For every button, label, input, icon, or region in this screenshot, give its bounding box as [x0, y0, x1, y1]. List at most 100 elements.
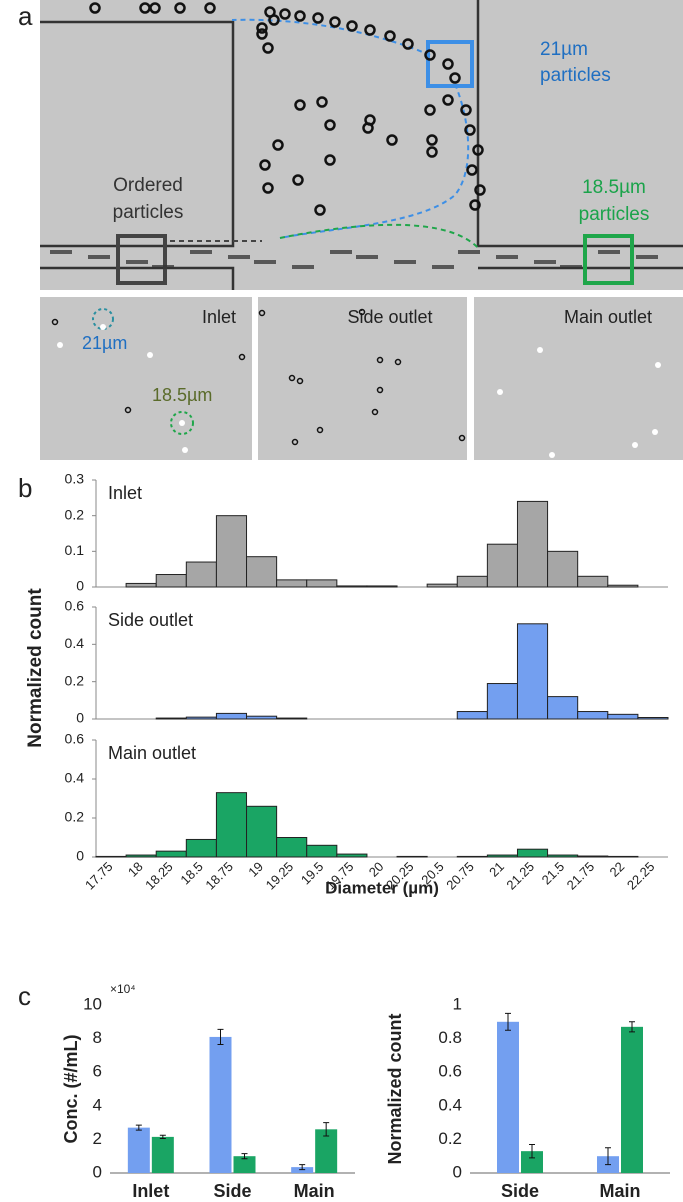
bright-particle — [100, 324, 106, 330]
particle-row — [88, 255, 110, 259]
inset-title: Side outlet — [347, 307, 432, 327]
bar — [127, 1127, 150, 1173]
particle — [258, 309, 266, 317]
particle — [256, 28, 268, 40]
particle — [402, 38, 414, 50]
channel-wall — [40, 0, 683, 290]
particle — [362, 122, 374, 134]
particle — [464, 124, 476, 136]
particle — [256, 22, 268, 34]
chart-title: Main outlet — [108, 743, 196, 763]
y-axis-label: Conc. (#/mL) — [61, 1034, 81, 1143]
chart-title: Inlet — [108, 483, 142, 503]
particle — [324, 154, 336, 166]
bar — [155, 574, 187, 588]
x-tick-label: 21.75 — [564, 859, 598, 893]
bar — [215, 792, 248, 858]
error-bar — [529, 1143, 535, 1159]
bar — [246, 556, 278, 588]
particle — [51, 318, 59, 326]
inset-image — [474, 297, 683, 460]
particle-row — [432, 265, 454, 269]
bar — [486, 543, 518, 588]
particle-row — [126, 260, 148, 264]
bright-particle — [179, 420, 185, 426]
annotation: 21µm — [82, 333, 127, 353]
x-axis-label: Diameter (µm) — [325, 878, 439, 897]
bar — [621, 1026, 643, 1173]
particle — [358, 308, 366, 316]
bar — [516, 500, 549, 588]
x-tick-label: 22 — [607, 859, 628, 880]
error-bar — [217, 1028, 224, 1045]
bar — [306, 579, 338, 588]
x-tick-label: Side — [501, 1181, 539, 1201]
x-tick-label: 18.25 — [142, 859, 176, 893]
label: 18.5µm — [582, 177, 646, 198]
error-bar — [159, 1134, 166, 1140]
x-tick-label: 19 — [245, 859, 266, 880]
arrow — [279, 83, 470, 239]
y-tick-label: 0.2 — [438, 1129, 462, 1148]
particle — [262, 42, 274, 54]
bar — [185, 561, 217, 588]
y-tick-label: 0.4 — [438, 1095, 462, 1114]
y-tick-label: 0.8 — [438, 1028, 462, 1047]
bar — [456, 575, 488, 588]
particle — [291, 438, 299, 446]
micrograph: 21µm particles Ordered particles 18.5µm … — [40, 0, 683, 460]
x-tick-label: 21.25 — [503, 859, 537, 893]
bar — [215, 515, 248, 588]
bar — [276, 837, 308, 858]
particle — [262, 182, 274, 194]
x-tick-label: 21 — [486, 859, 507, 880]
bright-particle — [655, 362, 661, 368]
particle — [346, 20, 358, 32]
box — [583, 234, 634, 285]
bar — [547, 854, 579, 858]
particle — [296, 377, 304, 385]
particle-row — [534, 260, 556, 264]
bar — [276, 579, 308, 588]
particle — [466, 164, 478, 176]
particle-row — [292, 265, 314, 269]
particle-row — [152, 265, 174, 269]
particle-row — [228, 255, 250, 259]
particle — [238, 353, 246, 361]
particle — [259, 159, 271, 171]
bar — [547, 550, 579, 588]
particle-row — [356, 255, 378, 259]
y-tick-label: 0.2 — [65, 506, 85, 522]
y-tick-label: 0.1 — [65, 542, 85, 558]
particle — [268, 14, 280, 26]
bright-particle — [549, 452, 555, 458]
image — [40, 0, 683, 290]
particle — [316, 96, 328, 108]
particle — [279, 8, 291, 20]
x-tick-label: 19.5 — [298, 859, 327, 888]
label: particles — [579, 204, 650, 225]
particle — [424, 104, 436, 116]
particle — [124, 406, 132, 414]
particle — [386, 134, 398, 146]
y-tick-label: 0 — [93, 1162, 102, 1181]
bar — [456, 711, 488, 720]
bar — [336, 853, 368, 858]
y-tick-label: 2 — [93, 1129, 102, 1148]
y-tick-label: 0.2 — [65, 809, 85, 825]
inset-title: Inlet — [202, 307, 236, 327]
y-tick-label: 0.2 — [65, 672, 85, 688]
bar — [607, 855, 639, 858]
bright-particle — [632, 442, 638, 448]
y-tick-label: 0.6 — [438, 1062, 462, 1081]
bar — [516, 623, 549, 720]
bar — [486, 854, 518, 858]
error-bar — [323, 1122, 330, 1137]
x-tick-label: 18 — [125, 859, 146, 880]
particle — [364, 24, 376, 36]
inset-image — [40, 297, 252, 460]
bar — [516, 848, 549, 858]
x-tick-label: Inlet — [132, 1181, 169, 1201]
bar — [577, 855, 609, 858]
bar — [607, 584, 639, 588]
